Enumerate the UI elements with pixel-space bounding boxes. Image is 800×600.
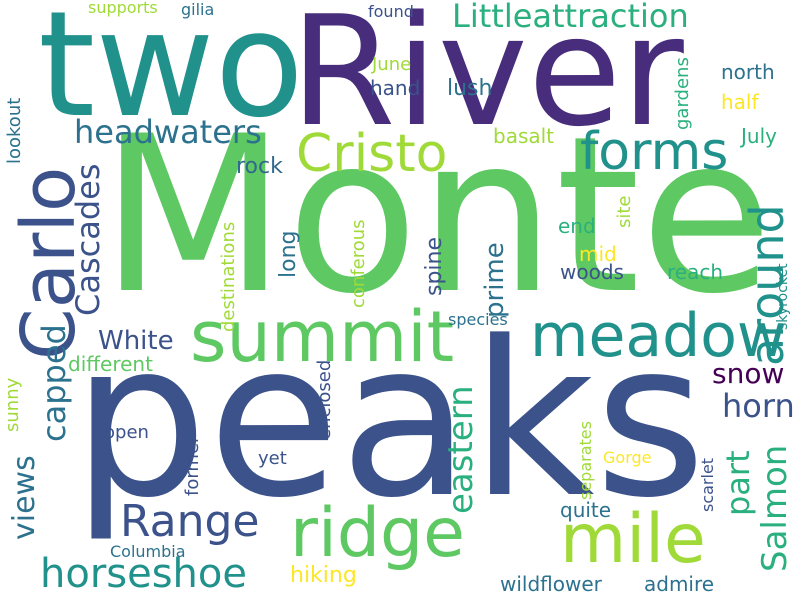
word-cristo: Cristo xyxy=(296,124,448,184)
word-gardens: gardens xyxy=(672,57,693,130)
word-conferous: conferous xyxy=(348,219,369,308)
word-gorge: Gorge xyxy=(603,448,652,467)
word-monte: Monte xyxy=(100,90,773,341)
word-mid: mid xyxy=(579,242,617,266)
word-views: views xyxy=(7,455,42,540)
word-different: different xyxy=(68,352,153,376)
word-enclosed: enclosed xyxy=(314,359,335,440)
word-destinations: destinations xyxy=(218,221,239,332)
word-skyrocket: skyrocket xyxy=(775,263,791,330)
word-columbia: Columbia xyxy=(110,542,186,561)
word-found: found xyxy=(368,2,414,21)
word-capped: capped xyxy=(35,324,73,442)
word-woods: woods xyxy=(560,260,624,284)
word-part: part xyxy=(719,450,757,516)
word-reach: reach xyxy=(667,260,724,284)
word-headwaters: headwaters xyxy=(74,113,262,151)
word-river: River xyxy=(290,0,684,160)
word-lookout: lookout xyxy=(4,97,25,164)
word-peaks: peaks xyxy=(72,296,707,545)
word-gilia: gilia xyxy=(181,0,215,19)
word-admire: admire xyxy=(644,572,715,596)
word-separates: separates xyxy=(576,421,595,500)
word-hand: hand xyxy=(370,76,421,100)
word-north: north xyxy=(721,60,775,84)
word-mile: mile xyxy=(560,500,706,579)
word-wildflower: wildflower xyxy=(500,572,602,596)
word-basalt: basalt xyxy=(493,124,555,148)
word-horn: horn xyxy=(722,387,795,425)
word-spine: spine xyxy=(422,236,447,296)
word-lush: lush xyxy=(447,76,493,101)
word-rock: rock xyxy=(236,154,283,179)
word-ridge: ridge xyxy=(290,494,466,573)
word-former: former xyxy=(182,435,203,496)
word-half: half xyxy=(721,90,759,114)
word-supports: supports xyxy=(88,0,158,17)
word-forms: forms xyxy=(580,122,729,182)
word-quite: quite xyxy=(560,498,612,522)
word-meadow: meadow xyxy=(530,301,786,371)
word-end: end xyxy=(558,214,596,238)
word-long: long xyxy=(276,230,301,278)
word-july: July xyxy=(741,124,777,148)
word-two: two xyxy=(38,0,304,150)
word-hiking: hiking xyxy=(290,563,357,588)
word-cascades: Cascades xyxy=(69,163,107,317)
word-snow: snow xyxy=(712,357,785,390)
word-littleattraction: Littleattraction xyxy=(452,0,689,35)
word-white: White xyxy=(98,326,174,356)
word-range: Range xyxy=(120,496,260,547)
word-eastern: eastern xyxy=(441,385,481,514)
word-salmon: Salmon xyxy=(755,444,795,572)
word-june: June xyxy=(372,54,412,75)
word-sunny: sunny xyxy=(2,377,23,432)
word-yet: yet xyxy=(258,448,287,469)
word-site: site xyxy=(614,195,635,228)
word-prime: prime xyxy=(480,242,510,318)
word-species: species xyxy=(448,310,508,329)
word-open: open xyxy=(104,422,149,443)
word-scarlet: scarlet xyxy=(698,457,717,512)
word-summit: summit xyxy=(190,296,455,378)
word-horseshoe: horseshoe xyxy=(40,551,247,597)
